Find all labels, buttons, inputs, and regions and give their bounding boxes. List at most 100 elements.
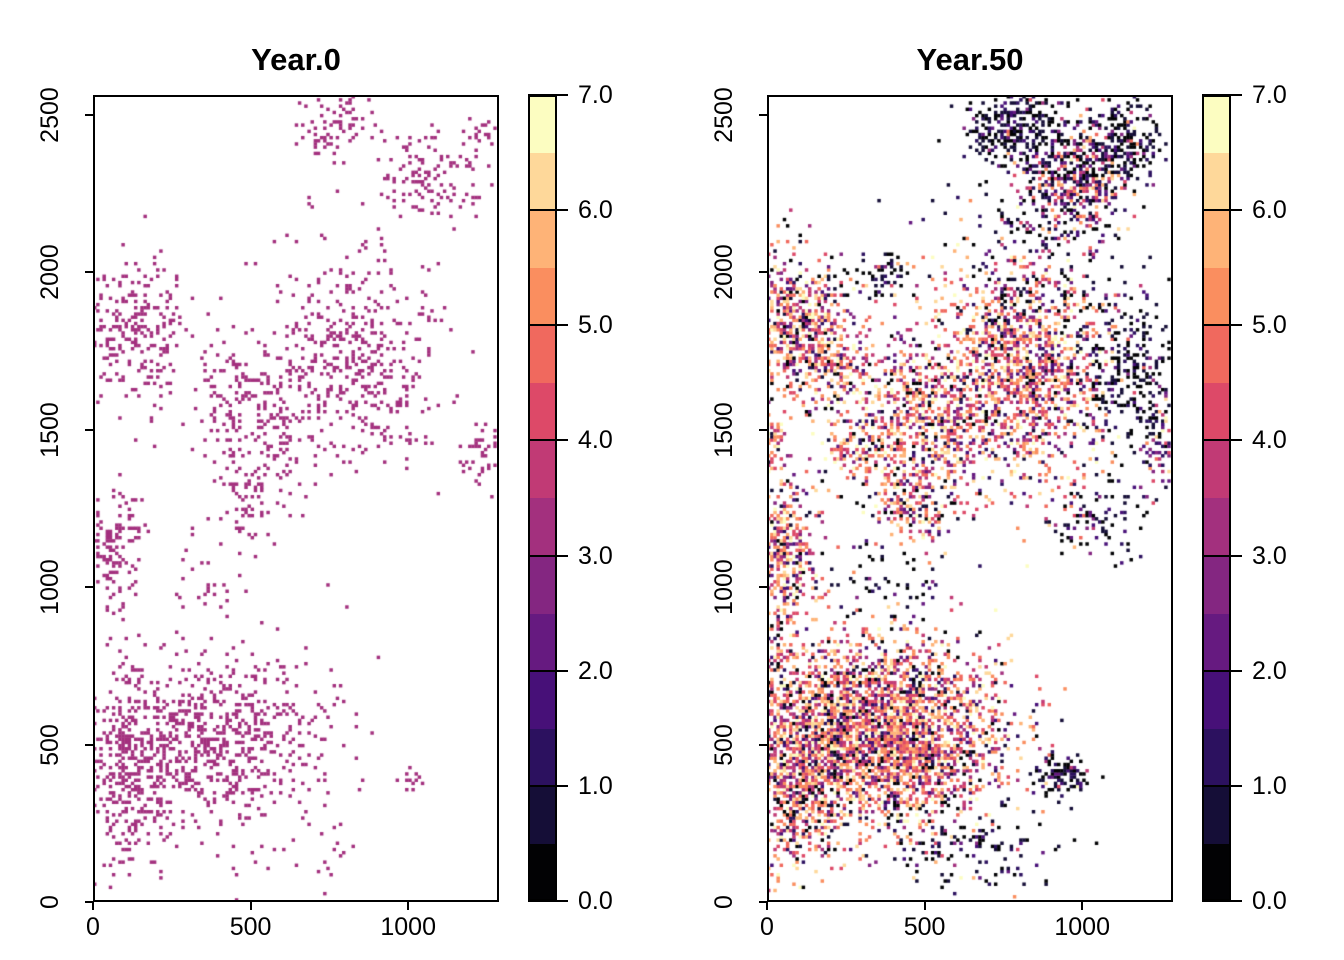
legend-segment bbox=[1202, 555, 1231, 614]
legend-segment bbox=[528, 728, 557, 787]
legend-tick bbox=[528, 94, 568, 96]
legend-segment bbox=[528, 382, 557, 441]
y-axis-tick bbox=[85, 113, 93, 116]
y-axis-tick bbox=[85, 271, 93, 273]
legend-segment bbox=[1202, 267, 1231, 326]
legend-tick-label: 2.0 bbox=[578, 656, 613, 685]
legend-tick bbox=[528, 324, 568, 327]
legend-segment bbox=[1202, 728, 1231, 787]
x-axis-tick-label: 500 bbox=[903, 913, 946, 941]
legend-segment bbox=[528, 670, 557, 729]
x-axis-tick bbox=[1081, 902, 1084, 910]
legend-segment bbox=[528, 325, 557, 384]
y-axis-tick bbox=[85, 901, 93, 903]
legend-segment bbox=[1202, 785, 1231, 844]
legend-tick bbox=[1202, 669, 1242, 672]
legend-segment bbox=[1202, 210, 1231, 269]
legend-segment bbox=[528, 95, 557, 154]
y-axis-tick-label: 2000 bbox=[36, 244, 64, 300]
legend-segment bbox=[528, 267, 557, 326]
raster-canvas-year50 bbox=[767, 95, 1173, 902]
y-axis-tick bbox=[759, 271, 767, 273]
panel-title-year0: Year.0 bbox=[251, 42, 341, 77]
legend-tick-label: 3.0 bbox=[578, 541, 613, 570]
y-axis-tick bbox=[85, 743, 93, 746]
legend-tick-label: 2.0 bbox=[1252, 656, 1287, 685]
legend-tick bbox=[1202, 324, 1242, 327]
legend-segment bbox=[1202, 843, 1231, 902]
y-axis-tick bbox=[759, 113, 767, 116]
legend-segment bbox=[1202, 613, 1231, 672]
y-axis-tick-label: 500 bbox=[710, 723, 738, 766]
panel-title-year50: Year.50 bbox=[916, 42, 1024, 77]
legend-segment bbox=[528, 210, 557, 269]
y-axis-tick bbox=[759, 428, 767, 431]
legend-segment bbox=[1202, 325, 1231, 384]
legend-tick-label: 7.0 bbox=[1252, 81, 1287, 109]
y-axis-tick bbox=[759, 743, 767, 746]
legend-tick-label: 4.0 bbox=[578, 426, 613, 455]
legend-tick bbox=[1202, 209, 1242, 212]
y-axis-tick-label: 0 bbox=[710, 895, 738, 909]
x-axis-tick-label: 1000 bbox=[1054, 913, 1110, 941]
x-axis-tick-label: 500 bbox=[229, 913, 272, 941]
x-axis-tick bbox=[92, 902, 94, 910]
raster-canvas-year0 bbox=[93, 95, 499, 902]
legend-tick bbox=[1202, 439, 1242, 442]
legend-segment bbox=[528, 440, 557, 499]
legend-tick-label: 6.0 bbox=[1252, 196, 1287, 225]
legend-tick-label: 0.0 bbox=[1252, 887, 1287, 915]
y-axis-tick-label: 2500 bbox=[710, 86, 738, 143]
x-axis-tick-label: 1000 bbox=[380, 913, 436, 941]
legend-segment bbox=[528, 498, 557, 557]
legend-segment bbox=[1202, 670, 1231, 729]
y-axis-tick-label: 0 bbox=[36, 895, 64, 909]
x-axis-tick bbox=[249, 902, 252, 910]
legend-tick bbox=[528, 209, 568, 212]
legend-tick bbox=[528, 784, 568, 787]
legend-tick-label: 6.0 bbox=[578, 196, 613, 225]
legend-tick bbox=[528, 439, 568, 442]
legend-tick bbox=[1202, 900, 1242, 902]
y-axis-tick-label: 500 bbox=[36, 723, 64, 766]
legend-tick-label: 5.0 bbox=[578, 311, 613, 340]
y-axis-tick-label: 2000 bbox=[710, 244, 738, 300]
legend-tick-label: 5.0 bbox=[1252, 311, 1287, 340]
x-axis-tick-label: 0 bbox=[86, 913, 100, 941]
y-axis-tick bbox=[85, 428, 93, 431]
legend-segment bbox=[1202, 382, 1231, 441]
legend-segment bbox=[528, 613, 557, 672]
legend-tick-label: 3.0 bbox=[1252, 541, 1287, 570]
x-axis-tick-label: 0 bbox=[760, 913, 774, 941]
legend-tick-label: 0.0 bbox=[578, 887, 613, 915]
legend-tick bbox=[1202, 784, 1242, 787]
legend-segment bbox=[1202, 95, 1231, 154]
legend-tick-label: 1.0 bbox=[1252, 771, 1287, 800]
legend-tick bbox=[1202, 94, 1242, 96]
y-axis-tick bbox=[759, 901, 767, 903]
y-axis-tick bbox=[85, 586, 93, 588]
y-axis-tick bbox=[759, 586, 767, 588]
x-axis-tick bbox=[766, 902, 768, 910]
legend-segment bbox=[528, 785, 557, 844]
legend-segment bbox=[528, 555, 557, 614]
legend-tick-label: 7.0 bbox=[578, 81, 613, 109]
y-axis-tick-label: 1500 bbox=[36, 401, 64, 458]
legend-segment bbox=[528, 152, 557, 211]
legend-tick bbox=[528, 554, 568, 557]
y-axis-tick-label: 2500 bbox=[36, 86, 64, 143]
x-axis-tick bbox=[407, 902, 410, 910]
legend-tick bbox=[528, 669, 568, 672]
y-axis-tick-label: 1000 bbox=[36, 559, 64, 615]
legend-tick bbox=[1202, 554, 1242, 557]
legend-segment bbox=[528, 843, 557, 902]
legend-segment bbox=[1202, 498, 1231, 557]
legend-segment bbox=[1202, 440, 1231, 499]
legend-tick-label: 4.0 bbox=[1252, 426, 1287, 455]
legend-segment bbox=[1202, 152, 1231, 211]
y-axis-tick-label: 1500 bbox=[710, 401, 738, 458]
x-axis-tick bbox=[923, 902, 926, 910]
legend-tick-label: 1.0 bbox=[578, 771, 613, 800]
y-axis-tick-label: 1000 bbox=[710, 559, 738, 615]
